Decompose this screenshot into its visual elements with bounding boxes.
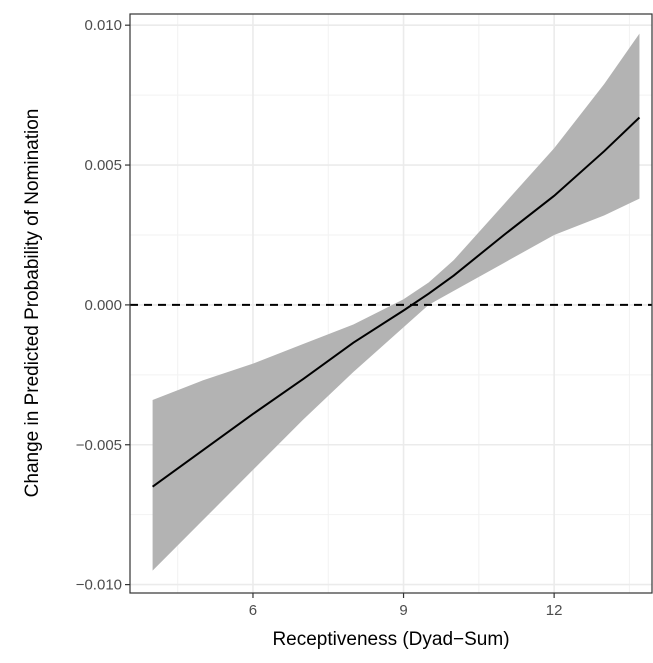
x-ticks: 6 9 12 <box>249 593 563 619</box>
y-axis-title: Change in Predicted Probability of Nomin… <box>22 109 43 498</box>
y-tick-label: 0.000 <box>84 297 122 314</box>
confidence-band <box>152 33 640 571</box>
x-tick-label: 6 <box>249 602 257 619</box>
line-layer <box>152 116 641 488</box>
effect-line <box>152 116 641 488</box>
y-tick-label: 0.010 <box>84 17 122 34</box>
y-tick-label: −0.010 <box>76 577 122 594</box>
plot-border <box>129 13 653 594</box>
x-tick-label: 12 <box>546 602 563 619</box>
x-axis-title: Receptiveness (Dyad−Sum) <box>272 629 509 650</box>
band-layer <box>152 33 640 571</box>
x-tick-label: 9 <box>399 602 407 619</box>
y-ticks: −0.010 −0.005 0.000 0.005 0.010 <box>76 17 130 594</box>
y-tick-label: 0.005 <box>84 157 122 174</box>
y-tick-label: −0.005 <box>76 437 122 454</box>
